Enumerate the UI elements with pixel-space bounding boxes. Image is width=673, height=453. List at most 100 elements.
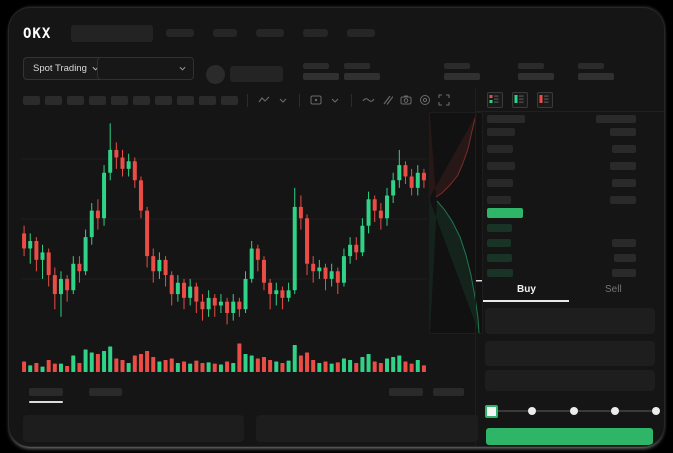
line-wave-icon[interactable] bbox=[361, 93, 375, 107]
timeframe-button-placeholder[interactable] bbox=[89, 95, 106, 105]
bottom-panel-tab[interactable] bbox=[29, 388, 63, 396]
orderbook-ask-size[interactable] bbox=[610, 196, 636, 204]
book-bids-icon[interactable] bbox=[512, 92, 528, 108]
chevron-down-icon[interactable] bbox=[328, 93, 342, 107]
orderbook-ask-size[interactable] bbox=[612, 179, 636, 187]
toolbar-divider bbox=[351, 93, 352, 107]
timeframe-button-placeholder[interactable] bbox=[111, 95, 128, 105]
stat-value-placeholder bbox=[444, 73, 480, 80]
timeframe-button-placeholder[interactable] bbox=[221, 95, 238, 105]
market-stat-placeholder bbox=[303, 63, 339, 80]
orderbook-ask-size[interactable] bbox=[612, 145, 636, 153]
volume-chart bbox=[22, 343, 426, 372]
stat-label-placeholder bbox=[444, 63, 470, 69]
orderbook-ask-row[interactable] bbox=[487, 179, 513, 187]
stat-value-placeholder bbox=[578, 73, 614, 80]
chart-toolbar bbox=[23, 92, 451, 108]
panel-divider bbox=[475, 88, 476, 446]
nav-item-placeholder[interactable] bbox=[303, 29, 328, 37]
fullscreen-icon[interactable] bbox=[437, 93, 451, 107]
book-combined-icon[interactable] bbox=[487, 92, 503, 108]
market-stat-placeholder bbox=[444, 63, 480, 80]
market-type-label: Spot Trading bbox=[33, 63, 87, 74]
slider-stop-50[interactable] bbox=[569, 407, 578, 415]
tab-buy[interactable]: Buy bbox=[517, 284, 536, 295]
orderbook-bid-size[interactable] bbox=[614, 254, 636, 262]
stat-value-placeholder bbox=[344, 73, 380, 80]
last-price-bar[interactable] bbox=[487, 208, 523, 218]
orderbook-bid-size[interactable] bbox=[612, 269, 636, 277]
timeframe-button-placeholder[interactable] bbox=[45, 95, 62, 105]
pair-name-placeholder bbox=[230, 66, 283, 82]
stat-label-placeholder bbox=[344, 63, 370, 69]
timeframe-button-placeholder[interactable] bbox=[133, 95, 150, 105]
order-total-field[interactable] bbox=[485, 370, 655, 391]
tab-sell[interactable]: Sell bbox=[605, 284, 622, 295]
panel-divider bbox=[475, 111, 664, 112]
depth-chart bbox=[429, 112, 483, 334]
slider-stop-25[interactable] bbox=[528, 407, 537, 415]
timeframe-buttons bbox=[23, 95, 238, 105]
nav-search-placeholder[interactable] bbox=[71, 25, 153, 42]
orderbook-header-placeholder[interactable] bbox=[596, 115, 636, 123]
orderbook-bid-size[interactable] bbox=[612, 239, 636, 247]
active-tab-underline bbox=[483, 300, 569, 302]
orderbook-bid-row[interactable] bbox=[487, 224, 512, 232]
chevron-down-icon[interactable] bbox=[276, 93, 290, 107]
settings-icon[interactable] bbox=[418, 93, 432, 107]
coin-avatar bbox=[206, 65, 225, 84]
nav-item-placeholder[interactable] bbox=[347, 29, 375, 37]
pair-selector-dropdown[interactable] bbox=[97, 57, 194, 80]
market-type-dropdown[interactable]: Spot Trading bbox=[23, 57, 109, 80]
orderbook-ask-row[interactable] bbox=[487, 196, 511, 204]
nav-item-placeholder[interactable] bbox=[213, 29, 237, 37]
book-asks-icon[interactable] bbox=[537, 92, 553, 108]
orderbook-bid-row[interactable] bbox=[487, 254, 512, 262]
orderbook-header-placeholder[interactable] bbox=[487, 115, 525, 123]
order-amount-field[interactable] bbox=[485, 341, 655, 366]
top-navbar: OKX bbox=[9, 8, 664, 52]
bottom-panel-tab[interactable] bbox=[89, 388, 122, 396]
stat-label-placeholder bbox=[303, 63, 329, 69]
timeframe-button-placeholder[interactable] bbox=[177, 95, 194, 105]
orderbook-ask-size[interactable] bbox=[610, 162, 636, 170]
order-price-field[interactable] bbox=[485, 308, 655, 334]
market-stat-placeholder bbox=[578, 63, 614, 80]
orderbook-view-toggles bbox=[487, 92, 553, 108]
orderbook-ask-row[interactable] bbox=[487, 162, 515, 170]
buy-submit-button[interactable] bbox=[486, 428, 653, 445]
slider-stop-100[interactable] bbox=[652, 407, 660, 415]
stat-value-placeholder bbox=[303, 73, 339, 80]
nav-item-placeholder[interactable] bbox=[166, 29, 194, 37]
amount-percent-slider[interactable] bbox=[485, 405, 660, 418]
okx-logo: OKX bbox=[23, 26, 52, 42]
toolbar-divider bbox=[247, 93, 248, 107]
timeframe-button-placeholder[interactable] bbox=[23, 95, 40, 105]
timeframe-button-placeholder[interactable] bbox=[155, 95, 172, 105]
camera-icon[interactable] bbox=[399, 93, 413, 107]
bottom-panel-box bbox=[256, 415, 478, 442]
orderbook-ask-row[interactable] bbox=[487, 128, 515, 136]
bottom-panel-chip[interactable] bbox=[433, 388, 464, 396]
stat-label-placeholder bbox=[578, 63, 604, 69]
bottom-panel-chip[interactable] bbox=[389, 388, 423, 396]
stat-label-placeholder bbox=[518, 63, 544, 69]
stat-value-placeholder bbox=[518, 73, 554, 80]
active-tab-underline bbox=[29, 401, 63, 403]
slider-stop-75[interactable] bbox=[610, 407, 619, 415]
indicator-box-icon[interactable] bbox=[309, 93, 323, 107]
compare-lines-icon[interactable] bbox=[380, 93, 394, 107]
toolbar-divider bbox=[299, 93, 300, 107]
timeframe-button-placeholder[interactable] bbox=[199, 95, 216, 105]
market-stat-placeholder bbox=[344, 63, 380, 80]
orderbook-bid-row[interactable] bbox=[487, 269, 513, 277]
timeframe-button-placeholder[interactable] bbox=[67, 95, 84, 105]
slider-stop-0[interactable] bbox=[485, 405, 498, 418]
orderbook-bid-row[interactable] bbox=[487, 239, 511, 247]
orderbook-ask-row[interactable] bbox=[487, 145, 513, 153]
chevron-down-icon bbox=[179, 66, 186, 71]
orderbook-ask-size[interactable] bbox=[610, 128, 636, 136]
candle-type-icon[interactable] bbox=[257, 93, 271, 107]
candlestick-chart bbox=[21, 123, 427, 325]
nav-item-placeholder[interactable] bbox=[256, 29, 284, 37]
